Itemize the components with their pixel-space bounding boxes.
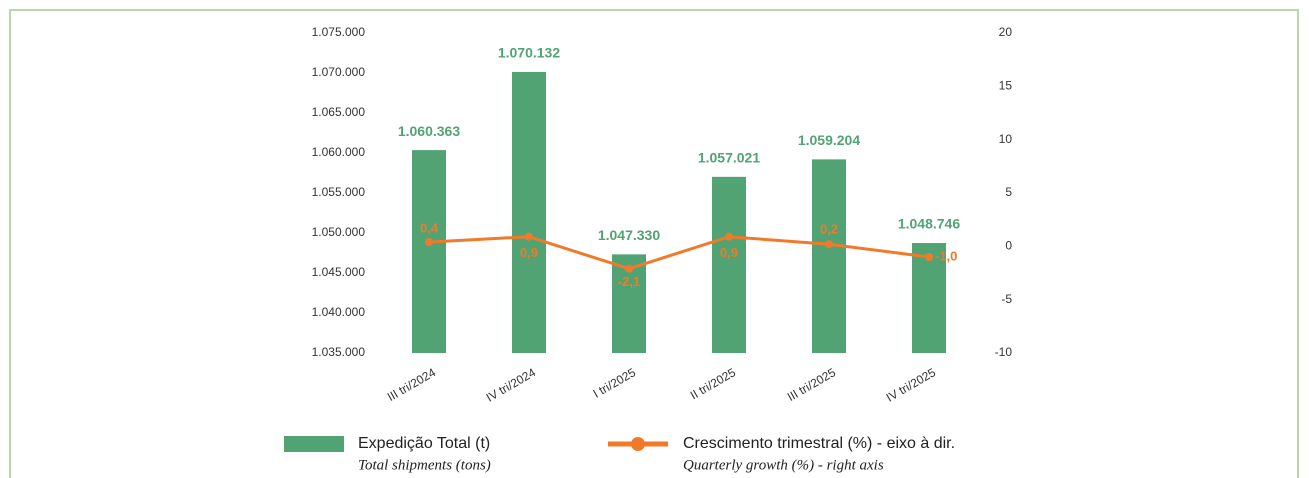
y-tick-label: 1.075.000 (312, 25, 366, 39)
y-tick-label: 1.055.000 (312, 185, 366, 199)
line-value-label: 0,4 (420, 221, 439, 236)
bar (512, 71, 546, 353)
line-point (625, 264, 633, 273)
legend-swatch (284, 436, 344, 452)
x-tick-label: II tri/2025 (688, 365, 739, 402)
legend-label: Crescimento trimestral (%) - eixo à dir. (683, 435, 955, 452)
bar-value-label: 1.070.132 (498, 45, 560, 61)
y-tick-label: 1.060.000 (312, 145, 366, 159)
y2-tick-label: -5 (1001, 292, 1012, 306)
legend-subtitle: Total shipments (tons) (358, 457, 491, 473)
line-value-label: 0,2 (820, 222, 838, 237)
y2-tick-label: 15 (999, 79, 1013, 93)
line-point (925, 253, 933, 261)
bar-value-label: 1.059.204 (798, 132, 860, 148)
y-tick-label: 1.040.000 (312, 305, 366, 319)
line-value-label: -2,1 (618, 274, 640, 289)
y2-tick-label: 0 (1005, 239, 1012, 253)
legend-marker (631, 437, 645, 451)
line-value-label: 0,9 (520, 245, 538, 260)
line (428, 235, 930, 271)
y2-tick-label: 5 (1005, 185, 1012, 199)
legend-label: Expedição Total (t) (358, 435, 490, 452)
line-point (825, 240, 833, 249)
line-point (725, 232, 733, 241)
y-tick-label: 1.035.000 (312, 345, 366, 359)
x-tick-label: III tri/2024 (385, 365, 438, 404)
y2-tick-label: 20 (999, 25, 1013, 39)
bar-value-label: 1.048.746 (898, 216, 960, 232)
legend-subtitle: Quarterly growth (%) - right axis (683, 457, 884, 473)
x-tick-label: IV tri/2025 (884, 365, 939, 405)
line-value-label: -1,0 (935, 248, 957, 263)
y2-tick-label: -10 (995, 345, 1013, 359)
y-tick-label: 1.065.000 (312, 105, 366, 119)
line-point (525, 232, 533, 241)
y-tick-label: 1.070.000 (312, 65, 366, 79)
line-value-label: 0,9 (720, 245, 738, 260)
y2-tick-label: 10 (999, 132, 1013, 146)
bar (912, 243, 946, 353)
bar (712, 176, 746, 353)
bar (812, 159, 846, 353)
x-tick-label: III tri/2025 (785, 365, 838, 404)
bar-value-label: 1.047.330 (598, 227, 660, 243)
line-point (425, 238, 433, 247)
bar-value-label: 1.060.363 (398, 123, 460, 139)
frame (9, 9, 1299, 478)
x-tick-label: I tri/2025 (591, 365, 639, 401)
y-tick-label: 1.045.000 (312, 265, 366, 279)
x-tick-label: IV tri/2024 (484, 365, 539, 405)
bar-value-label: 1.057.021 (698, 150, 760, 166)
y-tick-label: 1.050.000 (312, 225, 366, 239)
bar (412, 150, 446, 353)
